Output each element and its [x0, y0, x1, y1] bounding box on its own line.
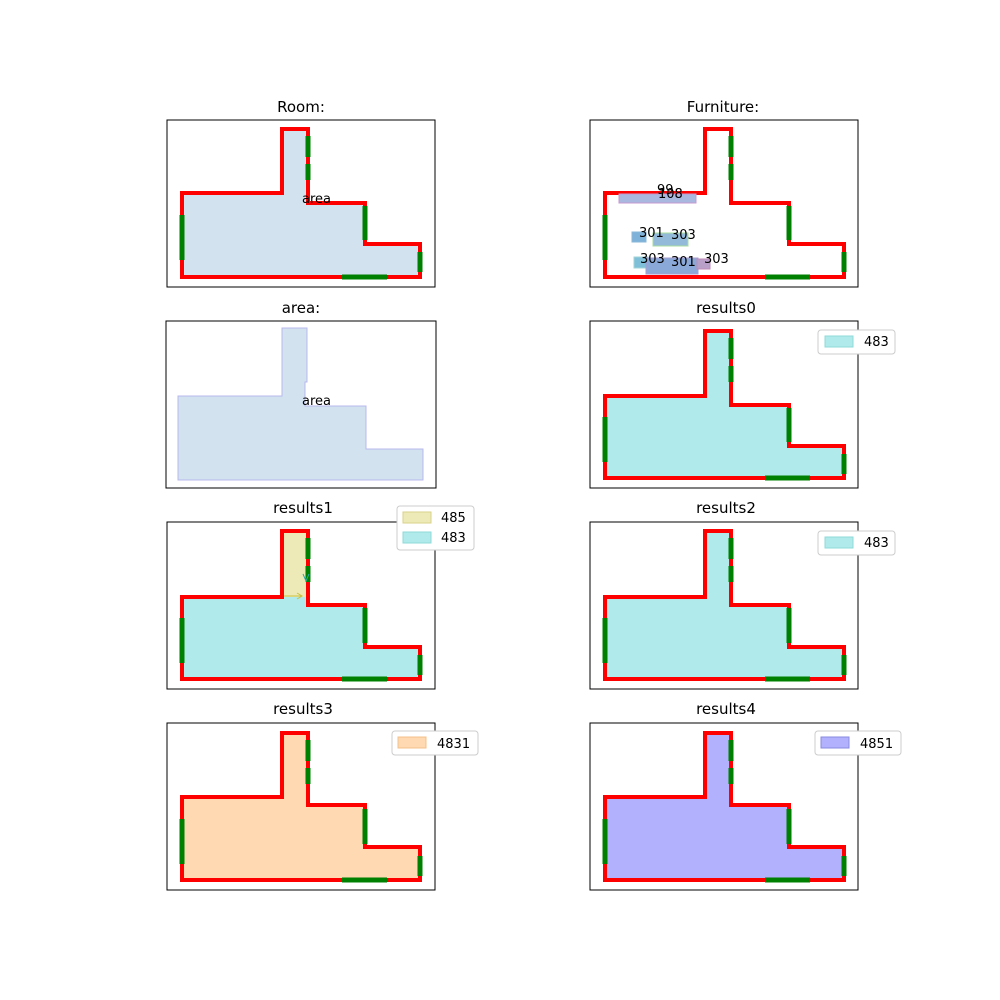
panel-title-room: Room:	[277, 98, 325, 116]
room-doors	[179, 136, 423, 280]
furniture-item	[696, 258, 711, 270]
panel-results0: results0 483	[589, 299, 896, 489]
legend-label: 4851	[860, 737, 893, 752]
panel-results2: results2 483	[589, 499, 896, 690]
furniture-label: 301	[671, 255, 696, 270]
panel-results4: results4 4851	[589, 700, 902, 891]
result-shape	[182, 597, 420, 679]
furniture-item	[652, 232, 689, 247]
furniture-label: 303	[704, 252, 729, 267]
legend-label: 483	[864, 536, 889, 551]
furniture-label: 303	[671, 228, 696, 243]
legend-label: 4831	[437, 737, 470, 752]
room-fill	[182, 129, 420, 277]
furniture-label: 99	[657, 183, 674, 198]
arrow-marks	[302, 573, 310, 583]
legend: 483	[817, 329, 896, 355]
legend-swatch	[397, 736, 427, 749]
furniture-items	[618, 193, 711, 275]
room-doors	[179, 740, 423, 883]
room-doors	[602, 740, 847, 883]
result-shape-alt	[282, 531, 308, 597]
legend-label: 485	[441, 511, 466, 526]
legend-swatch	[402, 531, 432, 544]
legend: 4831	[391, 730, 479, 756]
panel-title-results2: results2	[696, 499, 756, 517]
panel-title-results0: results0	[696, 299, 756, 317]
legend-swatch	[820, 736, 850, 749]
legend: 483	[817, 530, 896, 556]
furniture-item	[618, 193, 697, 204]
legend-swatch	[402, 511, 432, 524]
panel-title-furniture: Furniture:	[687, 98, 759, 116]
legend-label: 483	[441, 531, 466, 546]
panel-title-results4: results4	[696, 700, 756, 718]
room-doors	[602, 136, 847, 280]
furniture-label: 301	[639, 226, 664, 241]
panel-results3: results3 4831	[166, 700, 479, 891]
room-doors	[179, 538, 423, 682]
panel-title-results1: results1	[273, 499, 333, 517]
panel-furniture: Furniture: 99 108 301 303 303 301 303	[589, 98, 859, 288]
panel-title-results3: results3	[273, 700, 333, 718]
room-doors	[602, 538, 847, 682]
legend: 485 483	[396, 505, 475, 551]
room-area-label: area	[302, 192, 331, 207]
legend-swatch	[824, 536, 854, 549]
legend-label: 483	[864, 335, 889, 350]
furniture-label: 303	[640, 252, 665, 267]
furniture-item	[631, 231, 647, 243]
area-polygon	[177, 327, 424, 481]
panel-results1: results1 485 483	[166, 499, 475, 690]
panel-title-area: area:	[282, 299, 321, 317]
room-doors	[602, 338, 847, 481]
area-label: area	[302, 394, 331, 409]
legend: 4851	[814, 730, 902, 756]
arrow-marks	[284, 592, 303, 600]
panel-room: Room: area	[166, 98, 436, 288]
legend-swatch	[824, 335, 854, 348]
furniture-label: 108	[658, 187, 683, 202]
panel-area: area: area	[165, 299, 437, 489]
